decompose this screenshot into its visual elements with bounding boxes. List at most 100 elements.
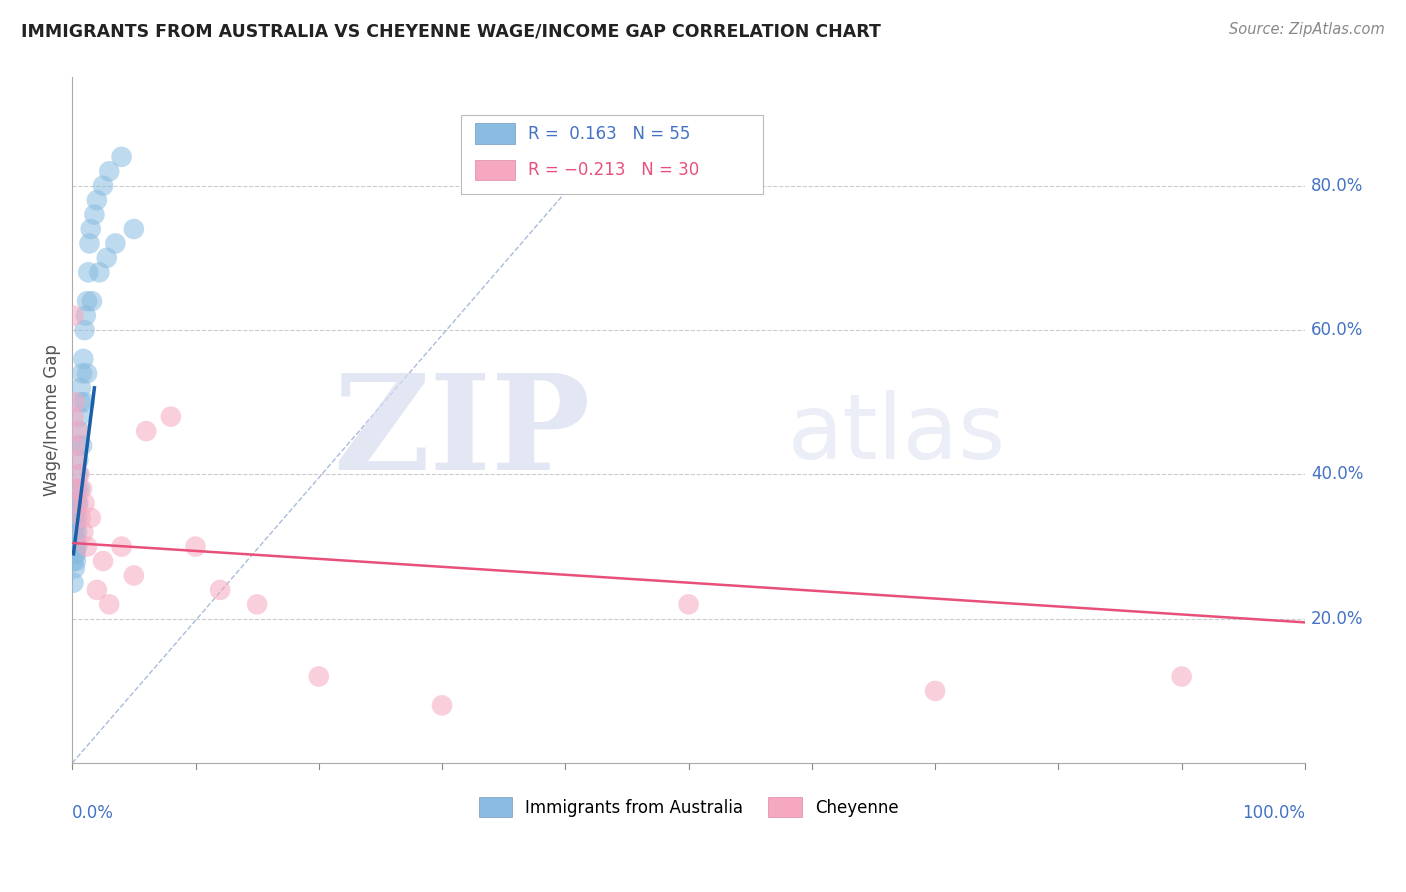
Point bbox=[72, 351, 94, 366]
Point bbox=[110, 150, 132, 164]
Point bbox=[184, 540, 207, 554]
Legend: Immigrants from Australia, Cheyenne: Immigrants from Australia, Cheyenne bbox=[472, 791, 905, 823]
Point bbox=[308, 669, 330, 683]
Point bbox=[69, 482, 91, 496]
Point bbox=[63, 496, 86, 510]
Point bbox=[69, 424, 91, 438]
FancyBboxPatch shape bbox=[475, 123, 515, 144]
Text: 0.0%: 0.0% bbox=[72, 805, 114, 822]
Point bbox=[62, 503, 84, 517]
Point bbox=[110, 540, 132, 554]
Point bbox=[73, 323, 96, 337]
Point bbox=[80, 510, 103, 524]
Point bbox=[75, 309, 97, 323]
Point bbox=[924, 684, 946, 698]
Point bbox=[62, 409, 84, 424]
Point bbox=[62, 533, 84, 547]
Point bbox=[67, 424, 90, 438]
Point bbox=[86, 193, 108, 207]
Point bbox=[69, 467, 91, 482]
Point bbox=[65, 489, 87, 503]
Point bbox=[62, 309, 84, 323]
Text: 40.0%: 40.0% bbox=[1312, 466, 1364, 483]
Point bbox=[65, 503, 87, 517]
Point bbox=[76, 540, 98, 554]
Text: ZIP: ZIP bbox=[333, 369, 591, 499]
Point bbox=[63, 533, 86, 547]
Point bbox=[67, 453, 90, 467]
Point bbox=[160, 409, 183, 424]
Point bbox=[70, 438, 93, 452]
Point bbox=[65, 482, 87, 496]
Point bbox=[65, 540, 87, 554]
Point bbox=[69, 409, 91, 424]
Text: 60.0%: 60.0% bbox=[1312, 321, 1364, 339]
Point bbox=[63, 540, 86, 554]
Point bbox=[104, 236, 127, 251]
Point bbox=[70, 482, 93, 496]
Point bbox=[91, 554, 114, 568]
FancyBboxPatch shape bbox=[461, 115, 762, 194]
Point bbox=[67, 496, 90, 510]
Point bbox=[135, 424, 157, 438]
Point bbox=[80, 294, 103, 309]
FancyBboxPatch shape bbox=[475, 160, 515, 180]
Point bbox=[98, 598, 121, 612]
Point bbox=[98, 164, 121, 178]
Point bbox=[66, 496, 89, 510]
Point bbox=[77, 265, 100, 279]
Point bbox=[66, 496, 89, 510]
Point bbox=[76, 294, 98, 309]
Text: IMMIGRANTS FROM AUSTRALIA VS CHEYENNE WAGE/INCOME GAP CORRELATION CHART: IMMIGRANTS FROM AUSTRALIA VS CHEYENNE WA… bbox=[21, 22, 882, 40]
Point bbox=[122, 568, 145, 582]
Point bbox=[430, 698, 453, 713]
Point bbox=[66, 525, 89, 540]
Point bbox=[73, 395, 96, 409]
Point bbox=[246, 598, 269, 612]
Point bbox=[209, 582, 232, 597]
Point bbox=[70, 381, 93, 395]
Point bbox=[70, 395, 93, 409]
Text: 100.0%: 100.0% bbox=[1241, 805, 1305, 822]
Text: 80.0%: 80.0% bbox=[1312, 177, 1364, 194]
Point bbox=[91, 178, 114, 193]
Point bbox=[62, 575, 84, 590]
Point bbox=[65, 453, 87, 467]
Point bbox=[63, 395, 86, 409]
Text: Source: ZipAtlas.com: Source: ZipAtlas.com bbox=[1229, 22, 1385, 37]
Point bbox=[67, 467, 90, 482]
Point bbox=[86, 582, 108, 597]
Point bbox=[79, 236, 101, 251]
Y-axis label: Wage/Income Gap: Wage/Income Gap bbox=[44, 344, 60, 496]
Point bbox=[80, 222, 103, 236]
Point bbox=[63, 547, 86, 561]
Point bbox=[72, 525, 94, 540]
Point bbox=[66, 482, 89, 496]
Point bbox=[63, 525, 86, 540]
Text: 20.0%: 20.0% bbox=[1312, 610, 1364, 628]
Point bbox=[65, 533, 87, 547]
Text: R = −0.213   N = 30: R = −0.213 N = 30 bbox=[529, 161, 700, 179]
Point bbox=[89, 265, 111, 279]
Point bbox=[122, 222, 145, 236]
Point bbox=[96, 251, 118, 265]
Point bbox=[62, 554, 84, 568]
Text: R =  0.163   N = 55: R = 0.163 N = 55 bbox=[529, 125, 690, 143]
Point bbox=[62, 518, 84, 533]
Point bbox=[70, 510, 93, 524]
Point bbox=[66, 540, 89, 554]
Text: atlas: atlas bbox=[787, 390, 1005, 478]
Point bbox=[70, 367, 93, 381]
Point bbox=[1170, 669, 1192, 683]
Point bbox=[63, 518, 86, 533]
Point bbox=[66, 510, 89, 524]
Point bbox=[678, 598, 700, 612]
Point bbox=[76, 367, 98, 381]
Point bbox=[63, 510, 86, 524]
Point bbox=[65, 518, 87, 533]
Point bbox=[73, 496, 96, 510]
Point bbox=[67, 438, 90, 452]
Point bbox=[65, 547, 87, 561]
Point bbox=[83, 208, 105, 222]
Point bbox=[65, 554, 87, 568]
